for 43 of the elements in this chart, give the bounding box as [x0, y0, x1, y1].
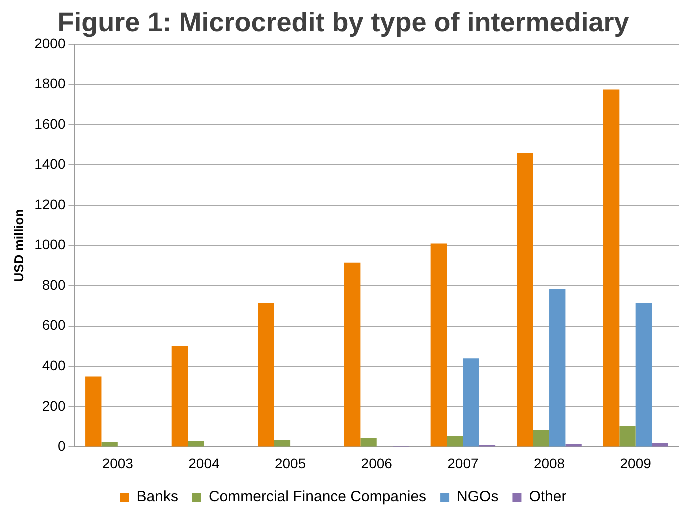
bar: [258, 303, 274, 447]
bar: [463, 358, 480, 447]
y-tick-label: 1000: [34, 236, 66, 253]
legend-label: NGOs: [457, 488, 499, 506]
x-tick-label: 2009: [620, 455, 652, 472]
chart-title: Figure 1: Microcredit by type of intermediary: [58, 8, 630, 38]
bar: [360, 438, 377, 447]
x-tick-label: 2007: [448, 455, 479, 472]
x-tick-label: 2008: [534, 455, 566, 472]
bar: [447, 436, 464, 447]
x-tick-label: 2006: [361, 455, 393, 472]
bar: [533, 430, 550, 447]
bar: [603, 90, 620, 447]
y-tick-label: 600: [42, 317, 66, 334]
y-tick-label: 2000: [34, 35, 66, 52]
y-tick-label: 1600: [34, 116, 66, 132]
x-tick-label: 2005: [274, 455, 306, 472]
bar: [550, 289, 566, 447]
y-tick-label: 200: [42, 398, 66, 414]
bar: [636, 303, 652, 447]
y-tick-label: 1200: [34, 196, 66, 212]
y-tick-label: 1400: [34, 156, 66, 172]
bar: [274, 440, 291, 447]
legend-label: Commercial Finance Companies: [208, 488, 427, 506]
y-axis-title: USD million: [11, 209, 26, 282]
bar: [344, 262, 361, 447]
y-tick-label: 0: [58, 438, 66, 454]
bar: [188, 441, 204, 447]
bar: [566, 444, 582, 447]
y-tick-label: 1800: [34, 76, 66, 92]
y-tick-label: 800: [42, 276, 66, 293]
bar: [430, 244, 448, 447]
bar: [517, 153, 534, 447]
bar: [620, 426, 636, 447]
legend-label: Banks: [136, 488, 178, 506]
bar: [102, 442, 118, 447]
x-tick-label: 2003: [102, 455, 134, 472]
bar: [652, 443, 668, 447]
x-tick-label: 2004: [188, 455, 220, 472]
y-tick-label: 400: [42, 358, 66, 374]
bar: [86, 376, 102, 447]
legend-label: Other: [529, 488, 567, 506]
bar: [172, 346, 188, 447]
